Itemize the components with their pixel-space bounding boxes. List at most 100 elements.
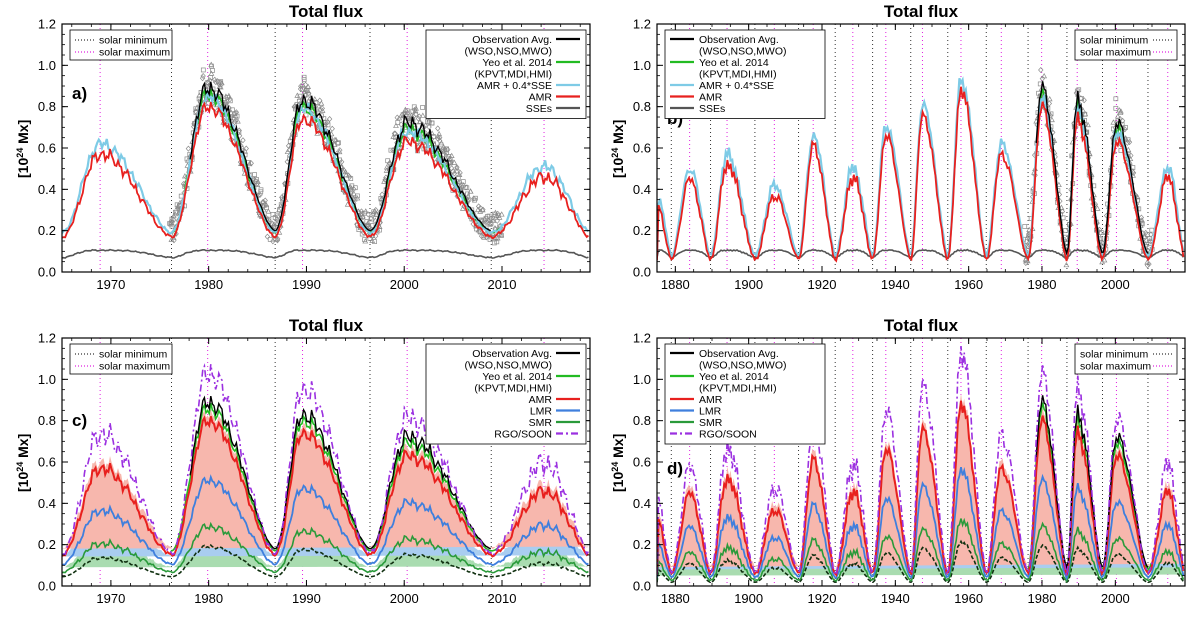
y-axis-label-base: [10 — [15, 158, 31, 178]
legend-box — [1074, 29, 1178, 61]
observation-marker — [426, 123, 432, 131]
observation-marker — [465, 191, 470, 197]
observation-marker — [316, 103, 322, 109]
observation-marker — [264, 233, 271, 240]
observation-marker — [365, 219, 371, 226]
y-tick-label: 1.0 — [38, 372, 56, 387]
y-tick-label: 0.6 — [633, 455, 651, 470]
x-tick-label: 2000 — [390, 591, 419, 606]
observation-marker — [336, 140, 341, 146]
observation-marker — [210, 68, 215, 73]
y-axis-label-base: [10 — [15, 472, 31, 492]
x-tick-label: 2000 — [1101, 277, 1130, 292]
y-tick-label: 1.0 — [633, 372, 651, 387]
observation-marker — [351, 186, 357, 193]
observation-marker — [178, 193, 184, 199]
panel-label: c) — [72, 411, 87, 430]
series-yeo — [1027, 402, 1153, 572]
observation-marker — [496, 214, 503, 220]
observation-marker — [1123, 125, 1128, 130]
x-tick-label: 2010 — [488, 591, 517, 606]
x-tick-label: 1960 — [954, 277, 983, 292]
legend-label: SMR — [699, 417, 723, 429]
legend-label: LMR — [699, 406, 722, 418]
observation-marker — [200, 67, 206, 73]
observation-marker — [352, 196, 358, 202]
observation-marker — [417, 118, 424, 124]
observation-marker — [228, 136, 234, 143]
y-axis-label: [1024 Mx] — [15, 434, 31, 492]
y-axis-label-unit: Mx] — [15, 120, 31, 148]
observation-marker — [325, 122, 331, 128]
legend-label: solar maximum — [99, 47, 170, 59]
observation-marker — [265, 208, 272, 214]
observation-marker — [1101, 257, 1108, 263]
observation-marker — [298, 83, 304, 90]
plot-area — [62, 338, 590, 586]
observation-marker — [429, 120, 435, 126]
y-tick-label: 1.2 — [38, 17, 56, 32]
legend-label: Observation Avg. — [699, 348, 779, 360]
plot-area — [657, 24, 1185, 272]
y-axis-label-unit: Mx] — [15, 434, 31, 462]
observation-marker — [457, 169, 463, 176]
observation-marker — [254, 180, 261, 187]
observation-marker — [471, 195, 477, 202]
observation-marker — [212, 76, 218, 83]
observation-marker — [335, 140, 341, 146]
legend-label: AMR — [529, 92, 553, 104]
legend-series: Observation Avg.(WSO,NSO,MWO)Yeo et al. … — [664, 29, 826, 119]
y-tick-label: 0.4 — [38, 182, 56, 197]
observation-marker — [223, 98, 230, 105]
series-lmr — [657, 466, 1185, 581]
observation-marker — [404, 109, 411, 115]
observation-marker — [270, 238, 276, 245]
observation-marker — [347, 183, 353, 189]
observation-marker — [1081, 97, 1087, 104]
observation-marker — [348, 176, 354, 181]
x-tick-label: 1980 — [1028, 591, 1057, 606]
y-tick-label: 1.2 — [38, 331, 56, 346]
panel-label: a) — [72, 84, 87, 103]
legend-label: (WSO,NSO,MWO) — [465, 360, 553, 372]
observation-marker — [288, 134, 294, 140]
observation-marker — [372, 239, 377, 244]
observation-marker — [445, 146, 451, 153]
y-axis-label-base: [10 — [610, 472, 626, 492]
panel-label: d) — [667, 459, 683, 478]
observation-marker — [488, 220, 494, 227]
observation-marker — [362, 208, 369, 214]
legend-label: AMR + 0.4*SSE — [477, 80, 552, 92]
observation-marker — [208, 70, 215, 76]
observation-marker — [338, 158, 345, 165]
observation-marker — [437, 134, 443, 141]
observation-marker — [274, 237, 281, 244]
observation-marker — [275, 235, 281, 242]
observation-marker — [490, 217, 497, 224]
y-tick-label: 0.6 — [38, 455, 56, 470]
y-tick-label: 0.4 — [38, 496, 56, 511]
x-tick-label: 1980 — [1028, 277, 1057, 292]
observation-marker — [1099, 230, 1104, 236]
series-amr-sse — [62, 90, 590, 237]
observation-marker — [448, 152, 455, 158]
observation-marker — [351, 190, 357, 196]
series-black-dashed — [657, 539, 1185, 584]
observation-marker — [199, 75, 206, 82]
series-lmr — [62, 474, 589, 567]
x-tick-label: 1920 — [808, 591, 837, 606]
observation-marker — [171, 237, 177, 244]
x-tick-label: 1920 — [808, 277, 837, 292]
observation-marker — [1076, 87, 1082, 93]
observation-marker — [329, 125, 335, 132]
y-axis-label-unit: Mx] — [610, 434, 626, 462]
observation-marker — [485, 217, 492, 223]
observation-marker — [1148, 231, 1154, 238]
observation-marker — [227, 98, 233, 104]
observation-marker — [208, 61, 215, 67]
y-tick-label: 1.2 — [633, 331, 651, 346]
legend-label: Yeo et al. 2014 — [482, 57, 552, 69]
observation-marker — [367, 224, 373, 230]
x-tick-label: 2000 — [390, 277, 419, 292]
x-tick-label: 1970 — [96, 277, 125, 292]
